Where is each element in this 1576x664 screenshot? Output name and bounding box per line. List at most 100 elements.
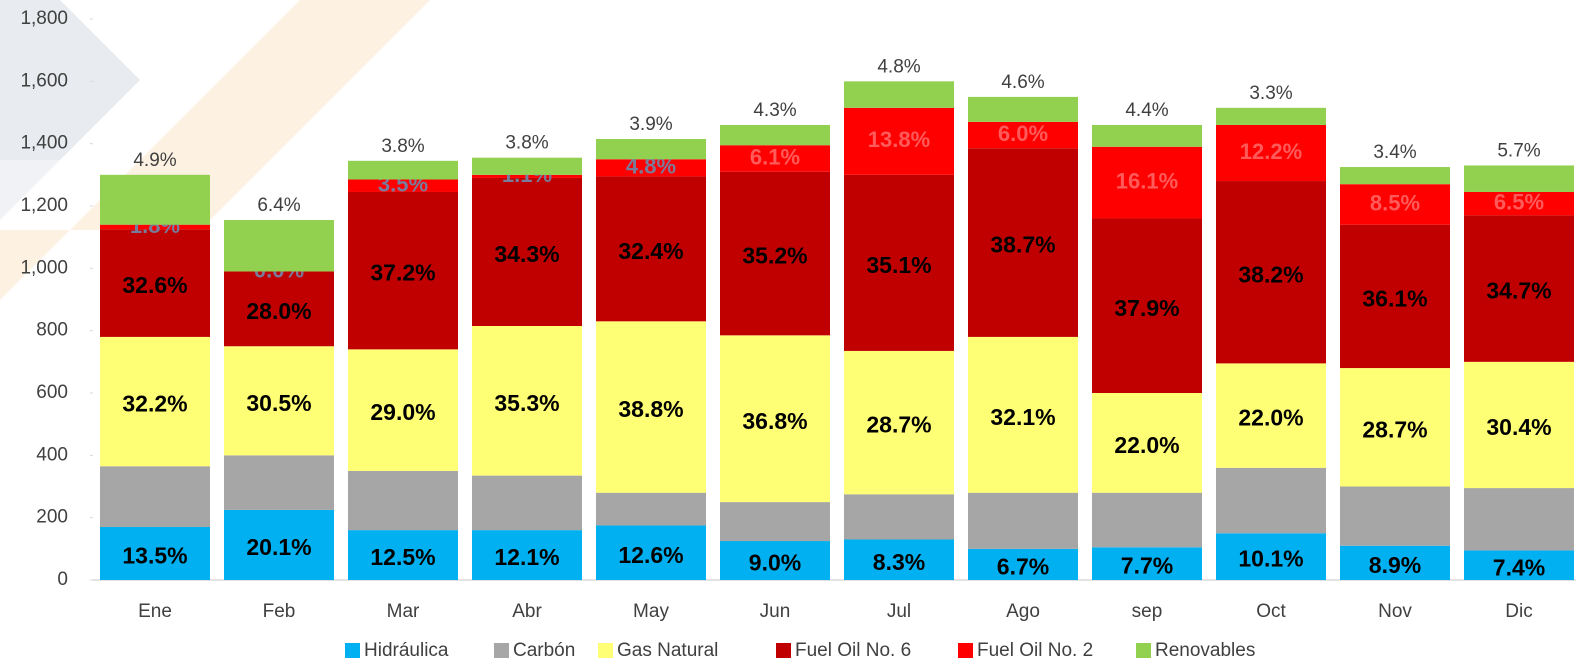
data-label: 3.4% bbox=[1373, 142, 1416, 163]
bar-segment bbox=[844, 350, 954, 495]
data-label: 28.7% bbox=[1362, 416, 1427, 442]
bar-segment bbox=[1216, 533, 1326, 580]
data-label: 32.1% bbox=[990, 404, 1055, 430]
bar-segment bbox=[844, 174, 954, 351]
data-label: 32.4% bbox=[618, 238, 683, 264]
legend-swatch bbox=[345, 643, 360, 658]
data-label: 13.5% bbox=[122, 543, 187, 569]
bar-segment bbox=[968, 548, 1078, 580]
bar-segment bbox=[224, 346, 334, 456]
y-tick-label: 400 bbox=[36, 444, 68, 465]
data-label: 4.3% bbox=[753, 100, 796, 121]
legend-swatch bbox=[1136, 643, 1151, 658]
bar-segment bbox=[224, 271, 334, 347]
bar-segment bbox=[596, 138, 706, 160]
bar-segment bbox=[844, 81, 954, 108]
legend-swatch bbox=[494, 643, 509, 658]
y-tick-label: 1,200 bbox=[20, 195, 68, 216]
data-label: 38.7% bbox=[990, 232, 1055, 258]
bar-segment bbox=[1464, 488, 1574, 551]
bar-segment bbox=[472, 174, 582, 178]
data-label: 6.0% bbox=[998, 121, 1048, 146]
bar-segment bbox=[968, 148, 1078, 337]
legend-label: Fuel Oil No. 2 bbox=[977, 640, 1093, 661]
bar-segment bbox=[472, 177, 582, 326]
bar-segment bbox=[844, 539, 954, 580]
legend-label: Renovables bbox=[1155, 640, 1255, 661]
data-label: 3.9% bbox=[629, 114, 672, 135]
data-label: 16.1% bbox=[1116, 168, 1178, 193]
data-label: 20.1% bbox=[246, 534, 311, 560]
bar-segment bbox=[224, 220, 334, 272]
x-tick-label: Mar bbox=[387, 601, 420, 622]
bar-segment bbox=[348, 160, 458, 180]
bar-segment bbox=[1092, 492, 1202, 548]
x-tick-label: sep bbox=[1132, 601, 1163, 622]
data-label: 28.0% bbox=[246, 298, 311, 324]
y-tick-label: 200 bbox=[36, 507, 68, 528]
bar-segment bbox=[1092, 393, 1202, 493]
data-label: 35.2% bbox=[742, 243, 807, 269]
y-tick-label: 1,800 bbox=[20, 8, 68, 29]
bar-segment bbox=[1464, 215, 1574, 362]
x-tick-label: Jul bbox=[887, 601, 911, 622]
x-tick-label: Nov bbox=[1378, 601, 1412, 622]
bar-segment bbox=[844, 107, 954, 175]
data-label: 8.9% bbox=[1369, 552, 1421, 578]
bar-segment bbox=[968, 96, 1078, 122]
data-label: 36.8% bbox=[742, 408, 807, 434]
bar-segment bbox=[100, 229, 210, 337]
bar-segment bbox=[348, 349, 458, 471]
legend-label: Hidráulica bbox=[364, 640, 449, 661]
data-label: 12.1% bbox=[494, 544, 559, 570]
y-tick-label: 0 bbox=[57, 569, 68, 590]
bar-segment bbox=[100, 336, 210, 467]
data-label: 38.8% bbox=[618, 396, 683, 422]
y-tick-label: 1,400 bbox=[20, 133, 68, 154]
bar-segment bbox=[596, 492, 706, 526]
bar-segment bbox=[968, 336, 1078, 493]
bar-segment bbox=[348, 179, 458, 192]
data-label: 12.6% bbox=[618, 542, 683, 568]
data-label: 35.3% bbox=[494, 390, 559, 416]
bg-decoration bbox=[70, 0, 430, 230]
bar-segment bbox=[1092, 218, 1202, 393]
data-label: 29.0% bbox=[370, 399, 435, 425]
data-label: 4.4% bbox=[1125, 100, 1168, 121]
bar-segment bbox=[596, 176, 706, 322]
legend-swatch bbox=[598, 643, 613, 658]
bar-segment bbox=[472, 530, 582, 580]
data-label: 12.5% bbox=[370, 544, 435, 570]
data-label: 10.1% bbox=[1238, 546, 1303, 572]
legend-label: Fuel Oil No. 6 bbox=[795, 640, 911, 661]
x-tick-label: Ene bbox=[138, 601, 172, 622]
data-label: 5.7% bbox=[1497, 140, 1540, 161]
x-tick-label: Dic bbox=[1505, 601, 1532, 622]
bar-segment bbox=[1464, 361, 1574, 489]
data-label: 6.5% bbox=[1494, 189, 1544, 214]
legend-swatch bbox=[776, 643, 791, 658]
data-label: 7.7% bbox=[1121, 553, 1173, 579]
y-tick-label: 1,600 bbox=[20, 70, 68, 91]
data-label: 28.7% bbox=[866, 412, 931, 438]
bar-segment bbox=[720, 171, 830, 336]
x-tick-label: Oct bbox=[1256, 601, 1286, 622]
y-tick-label: 600 bbox=[36, 382, 68, 403]
legend-label: Gas Natural bbox=[617, 640, 718, 661]
bar-segment bbox=[720, 541, 830, 580]
data-label: 6.7% bbox=[997, 553, 1049, 579]
bar-segment bbox=[968, 121, 1078, 149]
data-label: 6.4% bbox=[257, 195, 300, 216]
bar-segment bbox=[844, 494, 954, 540]
bar-segment bbox=[596, 321, 706, 493]
legend-label: Carbón bbox=[513, 640, 575, 661]
bar-segment bbox=[1464, 550, 1574, 580]
legend-swatch bbox=[958, 643, 973, 658]
bg-decoration bbox=[0, 230, 70, 300]
bar-segment bbox=[472, 157, 582, 175]
data-label: 32.2% bbox=[122, 391, 187, 417]
bg-decoration bbox=[0, 0, 140, 160]
data-label: 4.8% bbox=[877, 56, 920, 77]
bar-segment bbox=[720, 145, 830, 172]
bar-segment bbox=[348, 191, 458, 350]
